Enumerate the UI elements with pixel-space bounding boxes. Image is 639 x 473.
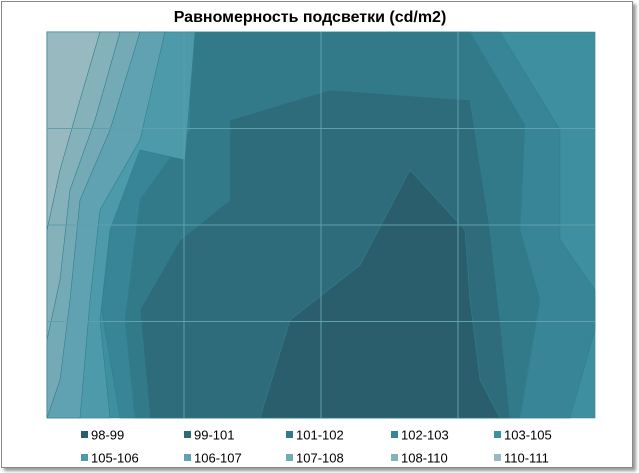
legend-swatch xyxy=(184,431,191,438)
contour-band xyxy=(259,169,501,419)
legend-label: 101-102 xyxy=(296,427,344,442)
legend-swatch xyxy=(286,454,293,461)
legend-swatch xyxy=(494,431,501,438)
legend-label: 102-103 xyxy=(401,427,449,442)
legend-label: 99-101 xyxy=(194,427,234,442)
legend-label: 98-99 xyxy=(91,427,124,442)
legend-swatch xyxy=(494,454,501,461)
legend-swatch xyxy=(81,431,88,438)
legend-label: 103-105 xyxy=(504,427,552,442)
legend-swatch xyxy=(391,431,398,438)
legend-label: 105-106 xyxy=(91,450,139,465)
legend-label: 110-111 xyxy=(504,450,549,465)
chart-title: Равномерность подсветки (cd/m2) xyxy=(174,9,447,26)
legend-swatch xyxy=(81,454,88,461)
legend-label: 108-110 xyxy=(401,450,448,465)
legend-label: 106-107 xyxy=(194,450,242,465)
legend-swatch xyxy=(286,431,293,438)
legend-swatch xyxy=(184,454,191,461)
contour-band xyxy=(46,31,101,231)
legend-label: 107-108 xyxy=(296,450,344,465)
legend-swatch xyxy=(391,454,398,461)
